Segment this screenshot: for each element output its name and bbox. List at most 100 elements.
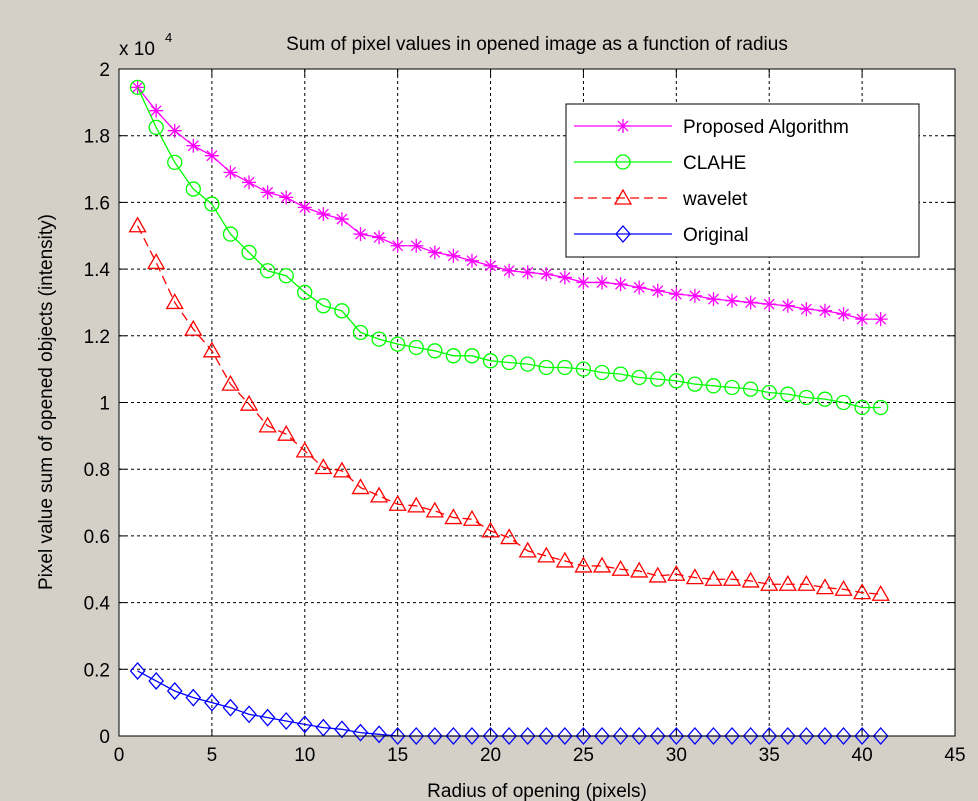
data-point-marker xyxy=(761,384,777,401)
x-tick-label: 10 xyxy=(294,745,315,766)
legend-entry: wavelet xyxy=(574,188,748,210)
series-proposed-algorithm xyxy=(130,80,888,327)
data-point-marker xyxy=(315,298,332,314)
data-point-marker xyxy=(518,541,537,558)
data-point-marker xyxy=(129,661,146,680)
data-point-marker xyxy=(519,727,536,745)
data-point-marker xyxy=(279,190,294,205)
legend-entry: Proposed Algorithm xyxy=(574,117,849,138)
data-point-marker xyxy=(780,386,796,402)
plot-frame xyxy=(118,68,956,737)
data-point-marker xyxy=(760,574,779,591)
data-point-marker xyxy=(446,248,461,263)
x-axis-ticks: 0 5 10 15 20 25 30 35 40 45 xyxy=(114,69,966,766)
data-point-marker xyxy=(314,458,333,475)
data-point-marker xyxy=(667,564,686,581)
y-tick-label: 0.4 xyxy=(84,594,111,615)
data-point-marker xyxy=(241,705,257,724)
data-point-marker xyxy=(650,371,666,387)
data-point-marker xyxy=(316,207,331,222)
data-point-marker xyxy=(352,324,369,341)
data-point-marker xyxy=(799,302,814,317)
data-point-marker xyxy=(817,727,833,745)
x-tick-label: 0 xyxy=(114,745,125,766)
data-point-marker xyxy=(296,715,313,734)
data-point-marker xyxy=(650,283,665,298)
data-point-marker xyxy=(184,319,203,336)
data-point-marker xyxy=(520,356,536,372)
data-point-marker xyxy=(462,509,482,526)
data-point-marker xyxy=(612,366,629,382)
data-point-marker xyxy=(852,583,872,600)
data-point-marker xyxy=(743,295,758,310)
x-tick-label: 20 xyxy=(480,745,501,766)
data-point-marker xyxy=(148,119,164,136)
data-point-marker xyxy=(482,727,499,745)
data-point-marker xyxy=(685,568,705,585)
data-point-marker xyxy=(611,559,630,576)
y-multiplier-exponent: 4 xyxy=(165,30,172,45)
data-point-marker xyxy=(167,154,183,171)
data-point-marker xyxy=(705,378,722,394)
data-point-marker xyxy=(815,578,835,595)
data-point-marker xyxy=(204,196,220,212)
data-point-marker xyxy=(520,265,535,280)
x-tick-label: 45 xyxy=(944,745,965,766)
data-point-marker xyxy=(165,293,184,310)
data-point-marker xyxy=(390,336,406,352)
data-point-marker xyxy=(705,727,722,745)
y-tick-label: 2 xyxy=(99,60,110,81)
data-point-marker xyxy=(258,416,277,433)
data-point-marker xyxy=(128,216,147,233)
x-tick-label: 25 xyxy=(573,745,594,766)
data-point-marker xyxy=(592,556,612,573)
data-point-marker xyxy=(185,688,202,707)
data-point-marker xyxy=(722,569,742,586)
legend-label: Original xyxy=(683,225,748,246)
data-point-marker xyxy=(259,263,276,279)
legend: Proposed Algorithm CLAHE wavelet Original xyxy=(565,103,920,258)
data-point-marker xyxy=(687,376,703,392)
data-point-marker xyxy=(222,226,239,242)
data-point-marker xyxy=(483,258,498,273)
data-point-marker xyxy=(277,424,296,441)
data-point-marker xyxy=(873,399,889,416)
chart-title: Sum of pixel values in opened image as a… xyxy=(286,34,788,55)
data-point-marker xyxy=(259,708,276,727)
data-point-marker xyxy=(632,280,647,295)
y-multiplier-base: x 10 xyxy=(119,39,155,60)
data-point-marker xyxy=(351,478,370,495)
data-point-marker xyxy=(147,253,166,270)
data-point-marker xyxy=(539,267,554,282)
data-point-marker xyxy=(444,508,463,525)
data-point-marker xyxy=(427,343,443,359)
data-point-marker xyxy=(854,399,870,416)
legend-label: wavelet xyxy=(682,189,748,210)
data-point-marker xyxy=(741,571,760,588)
data-point-marker xyxy=(241,244,257,261)
data-point-marker xyxy=(762,297,777,312)
data-point-marker xyxy=(426,727,443,745)
y-tick-label: 0.6 xyxy=(84,527,110,548)
y-axis-ticks: 0 0.2 0.4 0.6 0.8 1 1.2 1.4 1.6 1.8 2 xyxy=(84,60,955,748)
legend-marker xyxy=(615,225,631,243)
data-point-marker xyxy=(222,698,239,717)
legend-marker xyxy=(615,154,631,170)
series-layer xyxy=(128,79,890,745)
data-point-marker xyxy=(872,727,889,745)
data-point-marker xyxy=(724,379,740,396)
data-point-marker xyxy=(613,277,628,292)
data-point-marker xyxy=(407,496,426,513)
data-point-marker xyxy=(372,230,387,245)
y-tick-label: 1.2 xyxy=(84,327,110,348)
x-tick-label: 30 xyxy=(666,745,687,766)
data-point-marker xyxy=(445,727,462,745)
data-point-marker xyxy=(725,293,740,308)
series-clahe xyxy=(129,79,889,416)
data-point-marker xyxy=(742,381,759,397)
data-point-marker xyxy=(797,574,816,591)
legend-marker xyxy=(613,188,633,205)
data-point-marker xyxy=(704,569,723,586)
data-point-marker xyxy=(186,138,201,153)
